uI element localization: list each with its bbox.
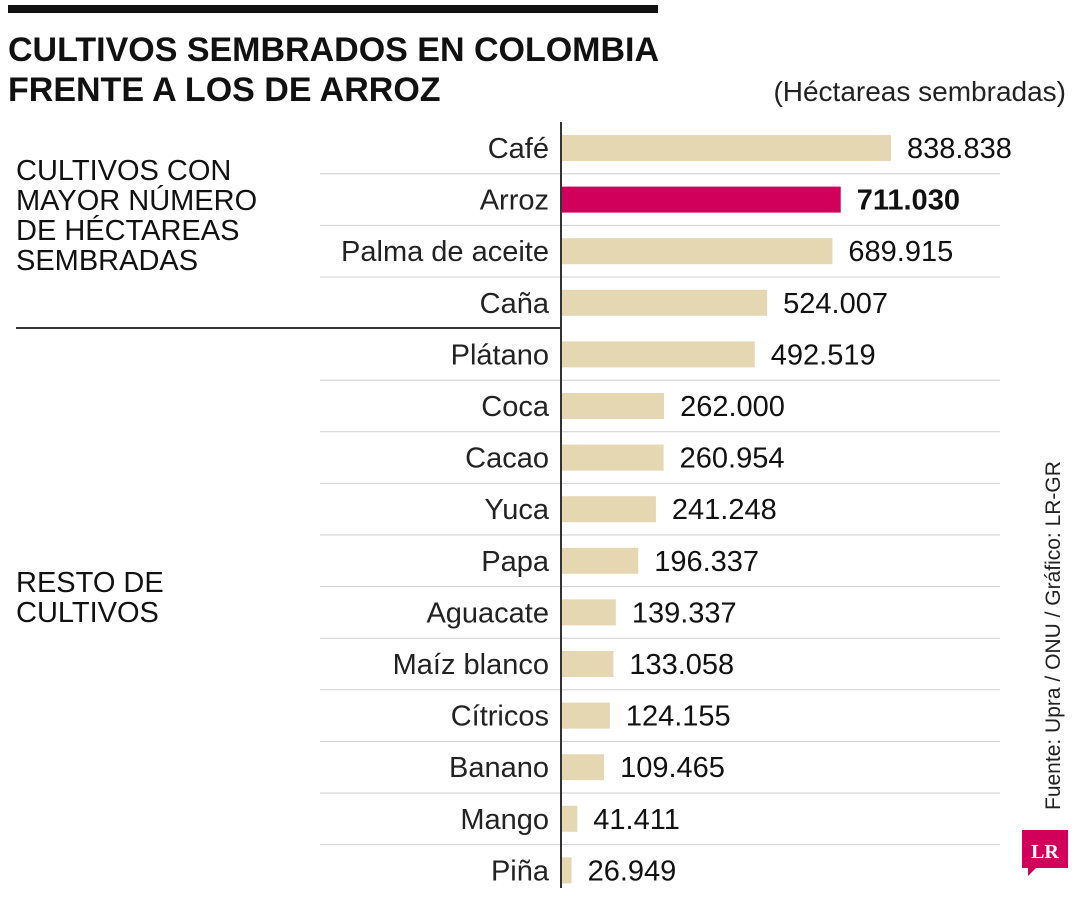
lr-logo: LR bbox=[1022, 830, 1068, 876]
chart-title: CULTIVOS SEMBRADOS EN COLOMBIA FRENTE A … bbox=[8, 30, 708, 110]
value-label: 196.337 bbox=[654, 546, 759, 578]
category-label: Mango bbox=[460, 804, 549, 836]
title-line-1: CULTIVOS SEMBRADOS EN COLOMBIA bbox=[8, 31, 660, 69]
value-label: 109.465 bbox=[620, 752, 725, 784]
bar-piña bbox=[561, 857, 572, 884]
bar-yuca bbox=[561, 496, 656, 523]
bar-papa bbox=[561, 547, 639, 574]
top-rule bbox=[8, 5, 658, 13]
bar-plátano bbox=[561, 341, 755, 368]
value-label: 711.030 bbox=[857, 185, 960, 217]
value-label: 41.411 bbox=[593, 804, 680, 836]
category-label: Maíz blanco bbox=[393, 649, 549, 681]
category-label: Papa bbox=[481, 546, 550, 578]
category-label: Piña bbox=[491, 855, 550, 887]
bar-banano bbox=[561, 754, 605, 781]
bar-palma-de-aceite bbox=[561, 238, 833, 265]
bar-arroz bbox=[561, 186, 841, 213]
title-line-2: FRENTE A LOS DE ARROZ bbox=[8, 71, 441, 109]
value-label: 133.058 bbox=[629, 649, 734, 681]
bar-cacao bbox=[561, 444, 664, 471]
group-label-top: CULTIVOS CON MAYOR NÚMERO DE HÉCTAREAS S… bbox=[16, 155, 258, 277]
bar-cítricos bbox=[561, 702, 610, 729]
category-labels: Café Arroz Palma de aceite Caña Plátano Coca C… bbox=[341, 133, 550, 887]
value-label: 139.337 bbox=[632, 597, 737, 629]
bar-mango bbox=[561, 805, 578, 832]
value-label: 262.000 bbox=[680, 391, 785, 423]
group-label-rest: RESTO DE CULTIVOS bbox=[16, 567, 164, 629]
category-label: Café bbox=[488, 133, 549, 165]
bar-café bbox=[561, 135, 891, 161]
category-label: Caña bbox=[480, 288, 550, 320]
bar-aguacate bbox=[561, 599, 616, 626]
value-label: 241.248 bbox=[672, 494, 777, 526]
bar-caña bbox=[561, 289, 768, 316]
value-label: 524.007 bbox=[783, 288, 888, 320]
value-label: 124.155 bbox=[626, 701, 731, 733]
category-label: Aguacate bbox=[426, 597, 549, 629]
units-label: (Héctareas sembradas) bbox=[773, 76, 1066, 107]
logo-text: LR bbox=[1031, 841, 1059, 863]
category-label: Yuca bbox=[485, 494, 550, 526]
value-label: 260.954 bbox=[680, 443, 785, 475]
category-label: Cítricos bbox=[451, 701, 549, 733]
category-label: Coca bbox=[481, 391, 550, 423]
category-label: Palma de aceite bbox=[341, 236, 549, 268]
source-credit: Fuente: Upra / ONU / Gráfico: LR-GR bbox=[1042, 461, 1065, 810]
bars bbox=[561, 135, 891, 884]
value-label: 492.519 bbox=[771, 339, 876, 371]
category-label: Banano bbox=[449, 752, 549, 784]
bar-coca bbox=[561, 393, 665, 419]
value-label: 689.915 bbox=[848, 236, 953, 268]
category-label: Cacao bbox=[465, 443, 549, 475]
category-label: Plátano bbox=[451, 339, 549, 371]
bar-maíz-blanco bbox=[561, 651, 614, 677]
value-labels: 838.838 711.030 689.915 524.007 492.519 262.0… bbox=[588, 133, 1012, 887]
value-label: 838.838 bbox=[907, 133, 1012, 165]
row-separators bbox=[320, 173, 1000, 846]
value-label: 26.949 bbox=[588, 855, 677, 887]
category-label: Arroz bbox=[480, 185, 549, 217]
group-divider bbox=[16, 327, 561, 329]
